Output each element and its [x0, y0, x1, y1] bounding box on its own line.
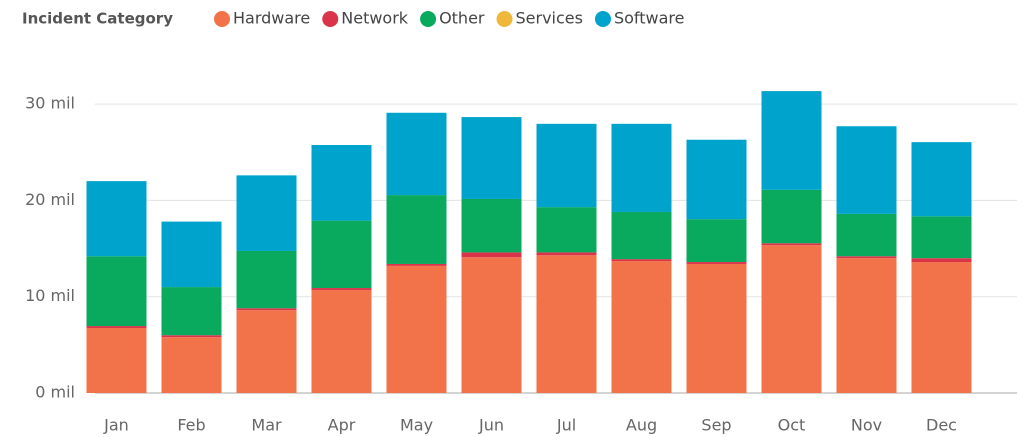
bar-segment	[761, 245, 822, 393]
legend-label: Software	[614, 9, 685, 28]
bar-segment	[161, 335, 222, 338]
bar-segment	[461, 117, 522, 199]
bar-segment	[911, 142, 972, 217]
bar-segment	[761, 243, 822, 246]
bar-segment	[461, 198, 522, 253]
bar-segment	[911, 216, 972, 259]
bar-segment	[686, 139, 747, 220]
y-tick-label: 10 mil	[25, 286, 75, 305]
x-tick-label: Oct	[778, 416, 806, 435]
bar-segment	[686, 263, 747, 393]
bar-segment	[236, 175, 297, 251]
bar-segment	[236, 310, 297, 393]
bar-segment	[536, 207, 597, 253]
legend-label: Hardware	[233, 9, 310, 28]
x-tick-label: Aug	[626, 416, 657, 435]
legend-title: Incident Category	[22, 10, 173, 28]
legend-label: Network	[341, 9, 409, 28]
legend-marker	[322, 11, 339, 27]
bar-segment	[536, 123, 597, 208]
bar-segment	[161, 337, 222, 393]
bar-segment	[311, 288, 372, 290]
bar-segment	[536, 252, 597, 256]
y-tick-label: 30 mil	[25, 94, 75, 113]
x-tick-label: Jun	[478, 416, 504, 435]
bar-segment	[611, 261, 672, 393]
x-tick-label: Apr	[328, 416, 356, 435]
bar-segment	[86, 326, 147, 328]
bar-segment	[386, 263, 447, 266]
bar-segment	[761, 189, 822, 244]
bar-segment	[86, 327, 147, 393]
bar-segment	[461, 257, 522, 393]
x-tick-label: Jul	[556, 416, 576, 435]
legend-marker	[420, 11, 437, 27]
bar-segment	[761, 91, 822, 190]
bar-segment	[236, 250, 297, 309]
x-tick-label: Mar	[251, 416, 282, 435]
bar-segment	[686, 219, 747, 263]
bar-segment	[386, 195, 447, 264]
bar-segment	[836, 126, 897, 214]
legend-marker	[496, 11, 513, 27]
legend-marker	[594, 11, 611, 27]
bar-segment	[86, 256, 147, 327]
bar-segment	[686, 262, 747, 264]
x-tick-label: Dec	[926, 416, 957, 435]
bar-segment	[386, 112, 447, 196]
bar-segment	[911, 258, 972, 263]
x-tick-label: Feb	[177, 416, 205, 435]
bar-segment	[611, 259, 672, 262]
bar-segment	[386, 265, 447, 393]
legend-marker	[214, 11, 230, 27]
bar-segment	[161, 287, 222, 336]
bar-segment	[836, 256, 897, 259]
bar-segment	[311, 289, 372, 393]
bar-segment	[611, 211, 672, 260]
y-tick-label: 20 mil	[25, 190, 75, 209]
bar-segment	[461, 252, 522, 258]
bar-segment	[836, 213, 897, 257]
x-tick-label: Jan	[103, 416, 129, 435]
bar-segment	[836, 258, 897, 393]
x-tick-label: Sep	[701, 416, 731, 435]
bar-segment	[311, 220, 372, 289]
legend-label: Services	[516, 9, 583, 28]
bar-segment	[311, 145, 372, 221]
y-tick-label: 0 mil	[35, 383, 75, 402]
x-tick-label: Nov	[851, 416, 882, 435]
bar-segment	[536, 255, 597, 393]
bar-segment	[911, 262, 972, 393]
bar-segment	[611, 123, 672, 212]
legend-label: Other	[439, 9, 485, 28]
bar-segment	[236, 308, 297, 311]
x-tick-label: May	[400, 416, 433, 435]
bar-segment	[86, 181, 147, 257]
bar-segment	[161, 221, 222, 288]
